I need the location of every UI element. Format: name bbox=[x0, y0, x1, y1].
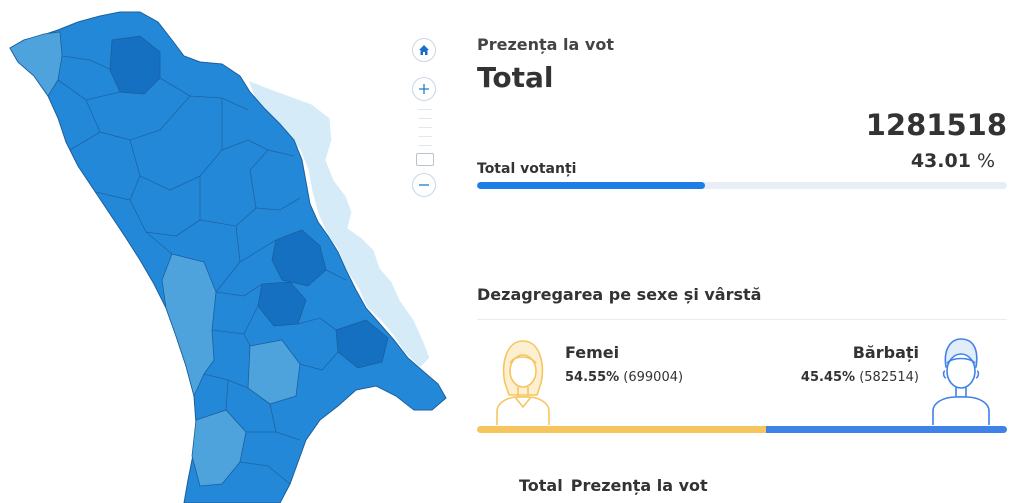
total-turnout-percent: 43.01% bbox=[911, 150, 995, 172]
map-region-transnistria[interactable] bbox=[246, 78, 431, 369]
map-region-north-dark[interactable] bbox=[109, 35, 161, 95]
moldova-map[interactable] bbox=[0, 0, 470, 503]
map-region-southwest-light[interactable] bbox=[161, 253, 217, 398]
bottom-heading-turnout: Prezența la vot bbox=[570, 476, 708, 495]
male-label: Bărbați bbox=[852, 343, 919, 362]
turnout-percent-value: 43.01 bbox=[910, 150, 971, 172]
zoom-level-tick[interactable] bbox=[418, 145, 432, 146]
male-stats: 45.45% (582514) bbox=[801, 370, 919, 385]
bottom-heading: Total Prezența la vot bbox=[519, 476, 708, 495]
turnout-progress-bar bbox=[477, 182, 1007, 189]
male-count: (582514) bbox=[859, 370, 919, 385]
total-voters-count: 1281518 bbox=[865, 108, 1007, 142]
female-stats: 54.55% (699004) bbox=[565, 370, 683, 385]
zoom-out-button[interactable] bbox=[412, 173, 436, 197]
panel-subtitle: Prezența la vot bbox=[477, 35, 614, 54]
gender-section-title: Dezagregarea pe sexe și vârstă bbox=[477, 285, 762, 304]
turnout-progress-fill bbox=[477, 182, 705, 189]
zoom-level-tick[interactable] bbox=[418, 136, 432, 137]
map-region-northwest[interactable] bbox=[9, 31, 63, 97]
female-percent: 54.55% bbox=[565, 370, 620, 385]
map-zoom-controls bbox=[412, 38, 438, 197]
zoom-home-button[interactable] bbox=[412, 38, 436, 62]
zoom-slider-handle[interactable] bbox=[416, 153, 434, 166]
map-region-far-south-light[interactable] bbox=[191, 409, 247, 487]
gender-split-female bbox=[477, 426, 767, 433]
total-voters-label: Total votanți bbox=[477, 161, 577, 177]
zoom-level-tick[interactable] bbox=[418, 127, 432, 128]
turnout-panel: Prezența la vot Total 1281518 43.01% Tot… bbox=[477, 0, 1007, 503]
panel-title: Total bbox=[477, 61, 554, 94]
zoom-level-tick[interactable] bbox=[418, 118, 432, 119]
woman-icon bbox=[493, 333, 553, 429]
bottom-heading-total: Total bbox=[519, 476, 563, 495]
map-region-main[interactable] bbox=[9, 11, 447, 503]
female-count: (699004) bbox=[623, 370, 684, 385]
map-district-borders bbox=[57, 55, 347, 485]
zoom-level-tick[interactable] bbox=[418, 109, 432, 110]
percent-sign: % bbox=[976, 150, 995, 172]
section-divider bbox=[477, 319, 1007, 320]
gender-split-male bbox=[766, 426, 1007, 433]
zoom-in-button[interactable] bbox=[412, 77, 436, 101]
plus-icon bbox=[418, 83, 430, 95]
female-label: Femei bbox=[565, 343, 620, 362]
map-region-east-dark[interactable] bbox=[271, 229, 327, 287]
male-percent: 45.45% bbox=[800, 370, 856, 385]
home-icon bbox=[418, 44, 430, 56]
gender-split-bar bbox=[477, 426, 1007, 433]
man-icon bbox=[929, 333, 993, 429]
minus-icon bbox=[418, 179, 430, 191]
